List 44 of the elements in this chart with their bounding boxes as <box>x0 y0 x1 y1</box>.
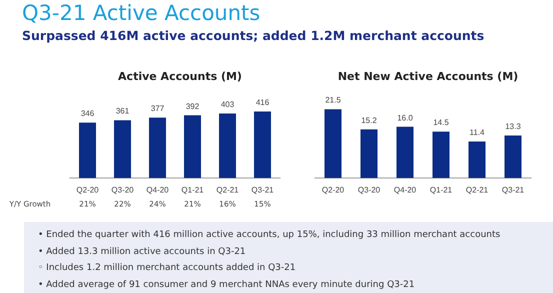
bar <box>184 115 201 178</box>
data-label: 21.5 <box>325 96 342 105</box>
x-tick-label: Q4-20 <box>394 186 417 194</box>
x-tick-label: Q1-21 <box>430 186 453 194</box>
bar <box>432 132 450 178</box>
text: Surpassed 416M active accounts; added 1.2M merchant accounts <box>22 28 484 43</box>
data-label: 346 <box>80 109 95 118</box>
chart-title: Net New Active Accounts (M) <box>338 70 518 83</box>
x-tick-label: Q3-20 <box>111 186 134 194</box>
data-label: 377 <box>150 104 165 114</box>
bar <box>504 135 522 178</box>
data-label: 403 <box>220 100 235 110</box>
bar <box>360 129 378 178</box>
text: • Ended the quarter with 416 million active accounts, up 15%, including 33 million merchant accounts <box>38 229 502 242</box>
x-tick-label: Q3-21 <box>251 186 274 194</box>
data-label: 15.2 <box>361 116 378 125</box>
data-label: 392 <box>186 102 200 111</box>
text: • Added 13.3 million active accounts in Q3-21 <box>38 246 247 258</box>
x-tick-label: Q2-21 <box>466 186 489 194</box>
x-tick-label: Q2-20 <box>76 186 100 194</box>
chart-title: Active Accounts (M) <box>118 70 242 83</box>
x-tick-label: Q3-20 <box>358 186 381 194</box>
x-tick-label: Q3-21 <box>502 186 525 194</box>
bar <box>254 111 271 178</box>
x-tick-label: Q2-20 <box>322 186 345 194</box>
data-label: 14.5 <box>433 118 450 128</box>
data-label: 416 <box>256 98 270 107</box>
text: ◦ Includes 1.2 million merchant accounts added in Q3-21 <box>38 262 297 275</box>
text: • Added average of 91 consumer and 9 merchant NNAs every minute during Q3-21 <box>38 278 416 292</box>
x-tick-label: Q2-21 <box>216 186 240 194</box>
bar <box>79 122 96 178</box>
data-label: 11.4 <box>470 128 486 138</box>
data-label: 16.0 <box>397 113 414 122</box>
x-tick-label: Q4-20 <box>146 186 170 194</box>
bar <box>396 126 414 178</box>
bar <box>149 118 166 178</box>
bar <box>468 142 486 178</box>
bar <box>219 114 236 178</box>
text: Q3-21 Active Accounts <box>22 1 260 25</box>
bar <box>324 109 342 178</box>
bar <box>114 120 131 178</box>
data-label: 13.3 <box>505 122 522 131</box>
data-label: 361 <box>116 106 130 116</box>
x-tick-label: Q1-21 <box>181 186 204 194</box>
